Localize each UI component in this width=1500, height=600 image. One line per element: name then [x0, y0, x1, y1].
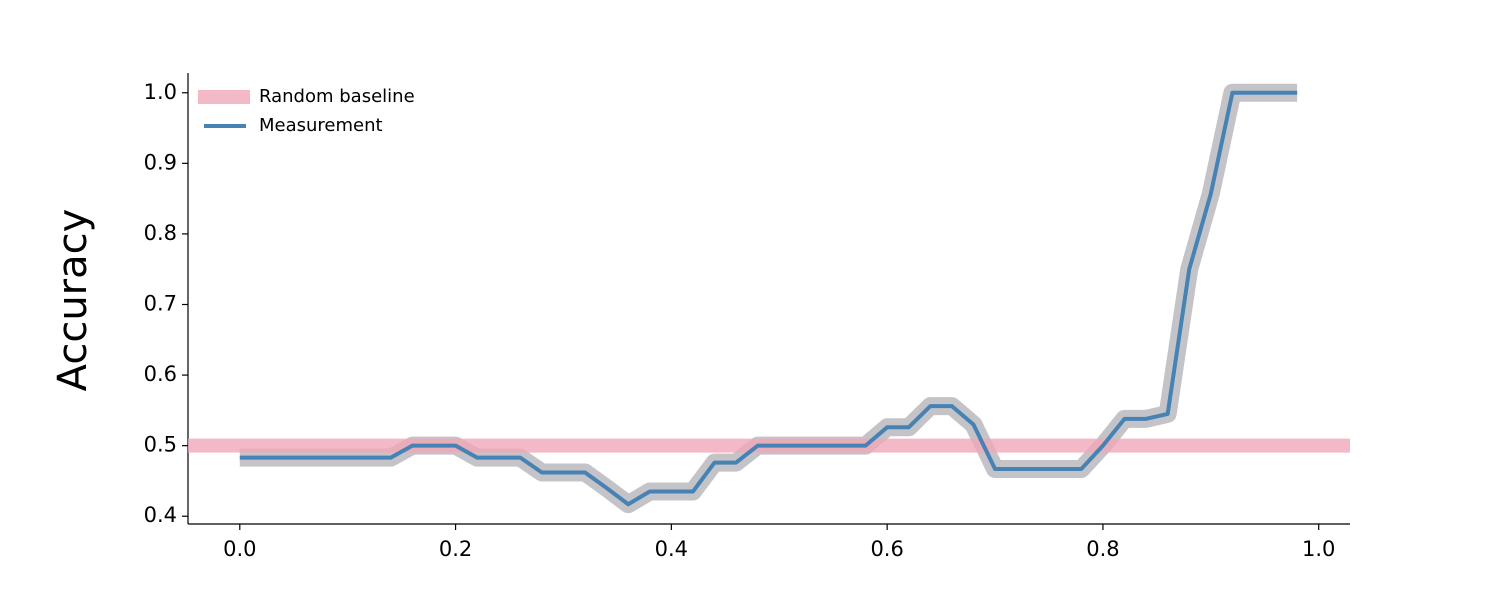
y-tick-label: 0.4 [144, 503, 177, 527]
x-tick-label: 0.2 [439, 537, 472, 561]
x-tick-label: 0.4 [655, 537, 688, 561]
x-tick-label: 0.8 [1086, 537, 1119, 561]
y-tick-label: 0.6 [144, 362, 177, 386]
x-tick-label: 1.0 [1302, 537, 1335, 561]
x-tick-label: 0.0 [223, 537, 256, 561]
y-tick-label: 0.9 [144, 150, 177, 174]
y-tick-label: 0.7 [144, 291, 177, 315]
legend-swatch [198, 90, 250, 104]
y-tick-label: 1.0 [144, 80, 177, 104]
y-tick-label: 0.5 [144, 433, 177, 457]
y-tick-label: 0.8 [144, 221, 177, 245]
y-axis-label: Accuracy [50, 209, 96, 392]
line [239, 90, 1298, 507]
x-tick-label: 0.6 [870, 537, 903, 561]
legend-label: Random baseline [259, 86, 415, 107]
legend-label: Measurement [259, 115, 383, 136]
